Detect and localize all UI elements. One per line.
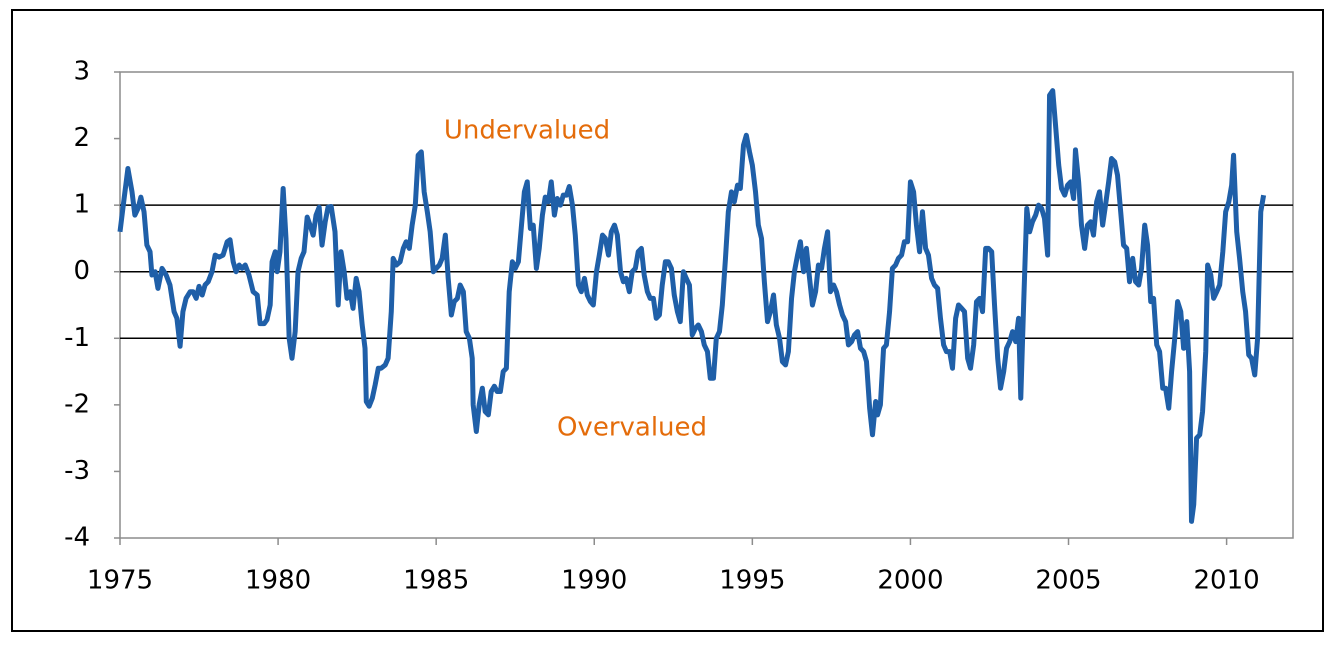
y-tick-label: 3: [73, 57, 90, 87]
annotation: Undervalued: [444, 116, 610, 146]
y-tick-label: 2: [73, 123, 90, 153]
x-tick-label: 2010: [1194, 566, 1260, 596]
y-tick-label: -2: [64, 389, 90, 419]
x-tick-label: 2005: [1035, 566, 1101, 596]
y-tick-label: 0: [73, 256, 90, 286]
x-tick-label: 1995: [719, 566, 785, 596]
data-line: [117, 88, 1267, 524]
y-tick-label: -4: [64, 523, 90, 553]
x-tick-label: 2000: [877, 566, 943, 596]
annotation: Overvalued: [557, 413, 707, 443]
y-tick-label: 1: [73, 190, 90, 220]
chart-frame: [11, 9, 1324, 632]
x-tick-label: 1985: [403, 566, 469, 596]
x-tick-label: 1990: [561, 566, 627, 596]
y-tick-label: -3: [64, 456, 90, 486]
plot-frame: [119, 71, 1294, 539]
y-tick-label: -1: [64, 323, 90, 353]
x-tick-label: 1975: [87, 566, 153, 596]
x-tick-label: 1980: [245, 566, 311, 596]
